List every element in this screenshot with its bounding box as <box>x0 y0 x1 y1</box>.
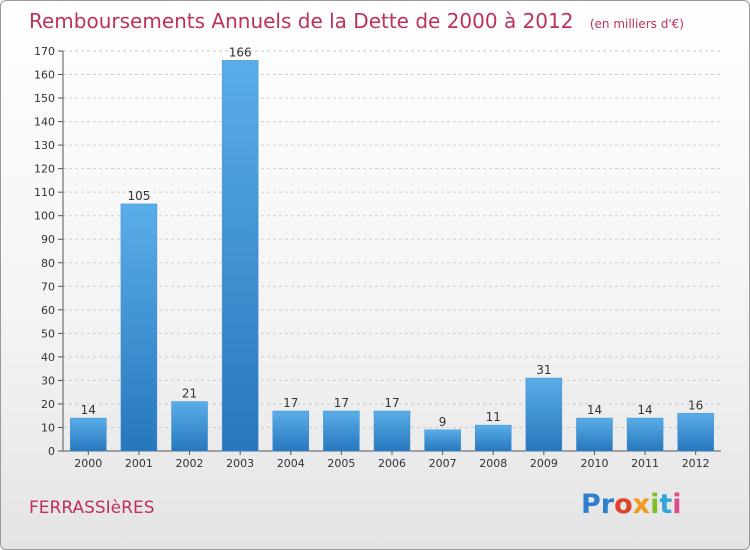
y-tick-label: 130 <box>34 139 55 152</box>
x-tick-label: 2010 <box>580 457 608 470</box>
commune-name: FERRASSIèRES <box>29 498 155 518</box>
y-tick-label: 120 <box>34 163 55 176</box>
y-tick-label: 30 <box>41 374 55 387</box>
x-tick-label: 2006 <box>378 457 406 470</box>
y-tick-label: 70 <box>41 280 55 293</box>
x-tick-label: 2001 <box>125 457 153 470</box>
data-label: 14 <box>587 403 602 417</box>
y-tick-label: 150 <box>34 92 55 105</box>
chart-unit: (en milliers d'€) <box>589 17 684 31</box>
data-label: 14 <box>81 403 96 417</box>
data-label: 21 <box>182 387 197 401</box>
data-label: 14 <box>637 403 652 417</box>
bar <box>323 410 360 452</box>
chart-title-text: Remboursements Annuels de la Dette de 20… <box>29 9 574 33</box>
data-label: 11 <box>486 410 501 424</box>
bar <box>221 60 259 452</box>
bar <box>120 203 158 452</box>
bar <box>626 417 664 452</box>
y-tick-label: 100 <box>34 210 55 223</box>
y-tick-label: 0 <box>48 445 55 458</box>
y-tick-label: 40 <box>41 351 55 364</box>
bar <box>576 417 613 452</box>
logo-part-4: i <box>650 489 660 520</box>
proxiti-logo: Proxiti <box>581 489 682 520</box>
bar <box>474 424 512 452</box>
y-tick-label: 20 <box>41 398 55 411</box>
y-tick-label: 90 <box>41 233 55 246</box>
data-label: 105 <box>127 189 150 203</box>
x-tick-label: 2011 <box>631 457 659 470</box>
x-tick-label: 2002 <box>176 457 204 470</box>
data-label: 17 <box>283 396 298 410</box>
x-tick-label: 2009 <box>530 457 558 470</box>
x-tick-label: 2003 <box>226 457 254 470</box>
bar <box>272 410 310 452</box>
y-tick-label: 80 <box>41 257 55 270</box>
bar <box>677 413 714 452</box>
data-label: 31 <box>536 363 551 377</box>
x-tick-label: 2008 <box>479 457 507 470</box>
x-tick-label: 2005 <box>327 457 355 470</box>
logo-part-5: t <box>659 489 673 520</box>
y-tick-label: 110 <box>34 186 55 199</box>
logo-part-2: o <box>614 489 633 520</box>
data-label: 166 <box>229 45 252 59</box>
y-tick-label: 160 <box>34 69 55 82</box>
logo-part-6: i <box>672 489 682 520</box>
chart-title: Remboursements Annuels de la Dette de 20… <box>29 9 684 33</box>
x-tick-label: 2007 <box>429 457 457 470</box>
x-tick-label: 2012 <box>682 457 710 470</box>
y-tick-label: 170 <box>34 45 55 58</box>
data-label: 9 <box>439 415 447 429</box>
bar <box>525 377 563 452</box>
data-label: 17 <box>334 396 349 410</box>
data-label: 16 <box>688 398 703 412</box>
data-label: 17 <box>384 396 399 410</box>
y-tick-label: 10 <box>41 421 55 434</box>
bar <box>171 401 208 452</box>
bar <box>373 410 411 452</box>
y-tick-label: 140 <box>34 116 55 129</box>
x-tick-label: 2004 <box>277 457 305 470</box>
bar <box>70 417 107 452</box>
bar <box>424 429 461 452</box>
logo-part-1: Pr <box>581 489 615 520</box>
y-tick-label: 60 <box>41 304 55 317</box>
logo-part-3: x <box>632 489 651 520</box>
x-tick-label: 2000 <box>74 457 102 470</box>
y-tick-label: 50 <box>41 327 55 340</box>
